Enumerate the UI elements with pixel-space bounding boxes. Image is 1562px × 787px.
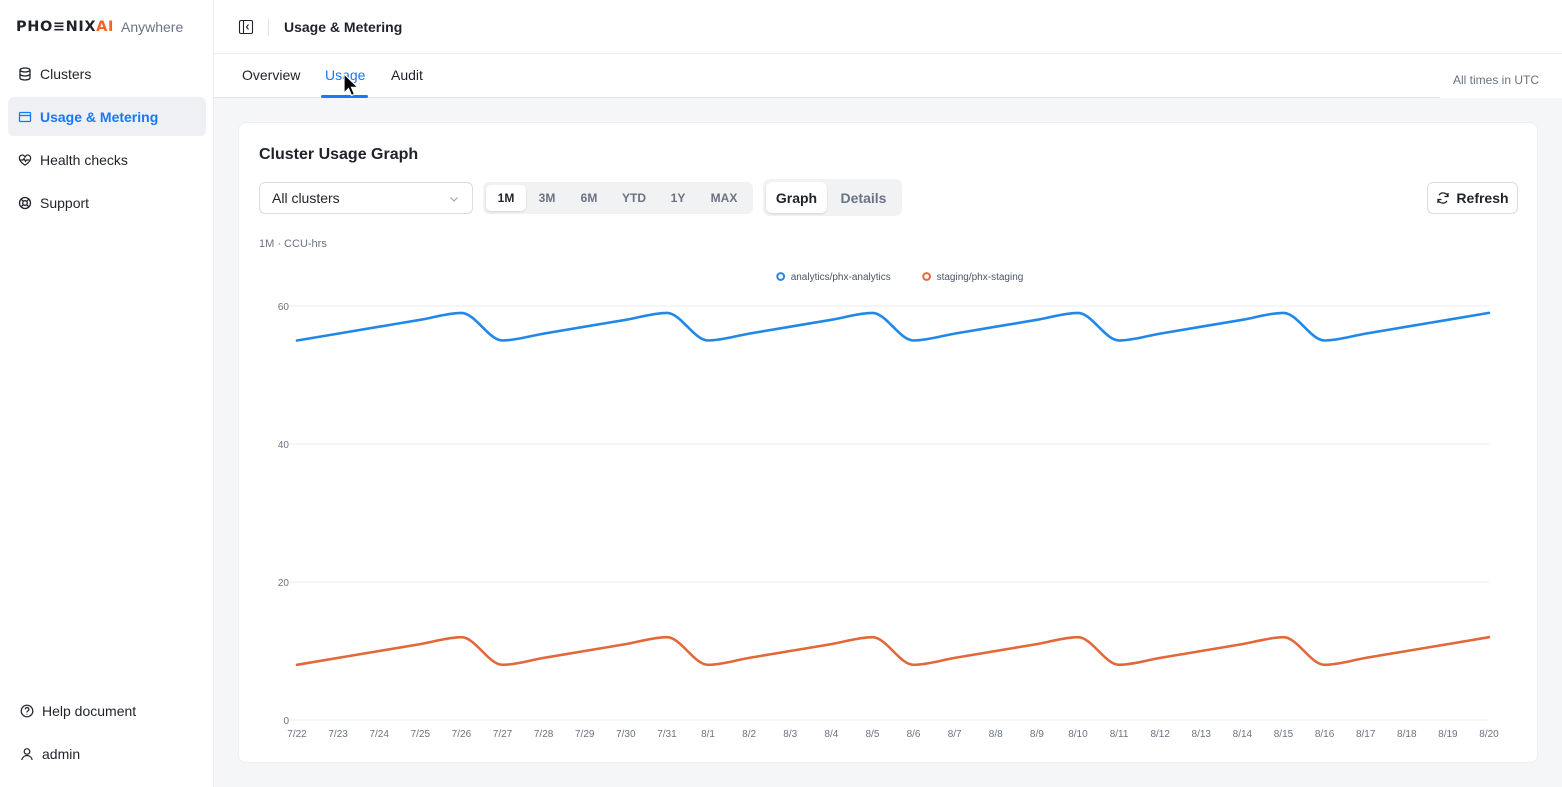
x-tick-label: 8/13 — [1192, 729, 1212, 740]
sidebar-item-label: Clusters — [40, 65, 92, 82]
sidebar-item-usage-metering[interactable]: Usage & Metering — [8, 97, 206, 136]
legend-marker-staging — [922, 272, 931, 281]
time-range-group: 1M 3M 6M YTD 1Y MAX — [483, 182, 753, 214]
usage-line-chart: 0 20 40 60 7/22 7/23 7/24 7/25 7/26 7/27 7/28 7/29 7… — [278, 272, 1499, 740]
x-tick-label: 8/12 — [1150, 729, 1170, 740]
range-6m-button[interactable]: 6M — [580, 191, 598, 205]
series-line-staging — [295, 635, 1491, 667]
range-ytd-button[interactable]: YTD — [622, 191, 646, 205]
y-tick-label: 40 — [278, 440, 290, 451]
sidebar-item-label: Usage & Metering — [40, 108, 159, 125]
sidebar-bottom: Help document admin — [8, 691, 206, 777]
sidebar: PHO≡NIXAI Anywhere Clusters Usage & Mete… — [0, 0, 214, 787]
sidebar-item-health-checks[interactable]: Health checks — [8, 140, 206, 179]
x-tick-label: 8/3 — [783, 729, 797, 740]
tab-usage[interactable]: Usage — [325, 67, 366, 83]
x-tick-label: 8/8 — [989, 729, 1003, 740]
y-tick-label: 0 — [283, 716, 289, 727]
range-1y-button[interactable]: 1Y — [670, 191, 686, 205]
tab-audit[interactable]: Audit — [391, 67, 423, 83]
sidebar-item-help-document[interactable]: Help document — [8, 691, 206, 730]
user-icon — [20, 747, 34, 761]
sidebar-item-label: Support — [40, 194, 90, 211]
y-tick-label: 20 — [278, 578, 290, 589]
card-icon — [18, 110, 32, 124]
sidebar-item-clusters[interactable]: Clusters — [8, 54, 206, 93]
x-tick-label: 8/17 — [1356, 729, 1376, 740]
series-line-analytics — [295, 311, 1491, 342]
x-tick-label: 8/10 — [1068, 729, 1088, 740]
y-tick-label: 60 — [278, 302, 290, 313]
refresh-button[interactable]: Refresh — [1427, 182, 1518, 214]
x-tick-label: 8/4 — [824, 729, 838, 740]
view-toggle-group: Graph Details — [763, 179, 902, 216]
tab-list: Overview Usage Audit — [214, 54, 1440, 98]
x-tick-label: 7/29 — [575, 729, 595, 740]
legend-marker-analytics — [776, 272, 786, 281]
x-tick-label: 7/27 — [493, 729, 513, 740]
usage-card: Cluster Usage Graph All clusters 1M 3M 6… — [238, 122, 1538, 763]
x-tick-label: 8/15 — [1274, 729, 1294, 740]
timezone-note: All times in UTC — [1452, 73, 1539, 87]
refresh-label: Refresh — [1456, 190, 1509, 206]
x-tick-label: 8/6 — [907, 729, 921, 740]
x-tick-label: 7/30 — [616, 729, 636, 740]
x-tick-label: 8/1 — [701, 729, 715, 740]
x-tick-label: 8/19 — [1438, 729, 1458, 740]
x-tick-label: 7/25 — [411, 729, 431, 740]
tab-overview[interactable]: Overview — [242, 67, 301, 83]
page-title: Usage & Metering — [284, 18, 403, 35]
x-tick-label: 7/28 — [534, 729, 554, 740]
logo[interactable]: PHO≡NIXAI Anywhere — [16, 16, 183, 38]
header-divider — [268, 17, 269, 36]
x-tick-label: 7/23 — [328, 729, 348, 740]
x-tick-label: 8/18 — [1397, 729, 1417, 740]
sidebar-item-label: Help document — [42, 702, 137, 719]
x-tick-label: 8/16 — [1315, 729, 1335, 740]
details-view-button[interactable]: Details — [840, 189, 887, 206]
cluster-select-value: All clusters — [272, 190, 340, 206]
logo-text-main: PHO≡NIX — [16, 19, 97, 35]
x-tick-label: 8/5 — [865, 729, 879, 740]
x-tick-label: 7/22 — [287, 729, 307, 740]
x-tick-label: 8/7 — [948, 729, 962, 740]
legend-label-staging: staging/phx-staging — [937, 272, 1024, 283]
x-tick-label: 7/26 — [452, 729, 472, 740]
legend-label-analytics: analytics/phx-analytics — [791, 272, 891, 283]
database-icon — [18, 66, 32, 81]
range-3m-button[interactable]: 3M — [538, 191, 556, 205]
x-tick-label: 8/9 — [1030, 729, 1044, 740]
x-tick-label: 8/11 — [1110, 729, 1129, 740]
cluster-select[interactable]: All clusters — [259, 182, 473, 214]
chart-caption: 1M · CCU-hrs — [259, 238, 327, 250]
chevron-down-icon — [448, 192, 460, 204]
logo-subtitle: Anywhere — [120, 19, 184, 35]
x-tick-label: 7/31 — [657, 729, 677, 740]
graph-view-button[interactable]: Graph — [766, 182, 827, 213]
logo-mark: PHO≡NIXAI — [16, 19, 114, 35]
card-title: Cluster Usage Graph — [259, 146, 419, 163]
tab-bar: Overview Usage Audit All times in UTC — [214, 54, 1562, 98]
help-circle-icon — [20, 704, 34, 718]
sidebar-item-label: admin — [42, 745, 81, 762]
lifebuoy-icon — [18, 196, 32, 210]
active-tab-indicator — [321, 95, 368, 98]
logo-text-ai: AI — [96, 19, 114, 35]
x-tick-label: 8/20 — [1479, 729, 1499, 740]
range-1m-button[interactable]: 1M — [486, 185, 526, 211]
sidebar-nav: Clusters Usage & Metering Health checks … — [8, 54, 206, 226]
top-bar: Usage & Metering — [214, 0, 1562, 54]
heart-pulse-icon — [18, 153, 32, 167]
sidebar-item-label: Health checks — [40, 151, 128, 168]
x-tick-label: 8/2 — [742, 729, 756, 740]
x-tick-label: 7/24 — [369, 729, 389, 740]
range-max-button[interactable]: MAX — [710, 191, 738, 205]
refresh-icon — [1436, 191, 1450, 205]
sidebar-item-admin[interactable]: admin — [8, 734, 206, 773]
sidebar-toggle-icon[interactable] — [238, 19, 254, 35]
sidebar-item-support[interactable]: Support — [8, 183, 206, 222]
x-tick-label: 8/14 — [1233, 729, 1253, 740]
